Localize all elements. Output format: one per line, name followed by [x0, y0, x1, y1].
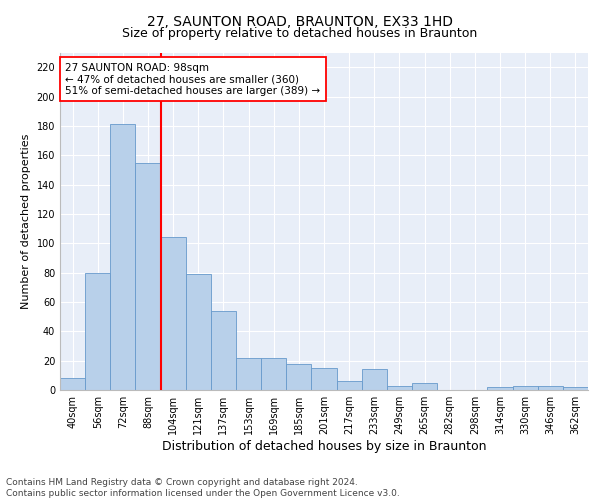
- Text: 27 SAUNTON ROAD: 98sqm
← 47% of detached houses are smaller (360)
51% of semi-de: 27 SAUNTON ROAD: 98sqm ← 47% of detached…: [65, 62, 320, 96]
- Bar: [211, 311, 236, 390]
- Bar: [412, 382, 437, 390]
- Bar: [563, 387, 588, 390]
- Text: Contains HM Land Registry data © Crown copyright and database right 2024.
Contai: Contains HM Land Registry data © Crown c…: [6, 478, 400, 498]
- Bar: [362, 370, 387, 390]
- Text: Size of property relative to detached houses in Braunton: Size of property relative to detached ho…: [122, 28, 478, 40]
- Bar: [85, 272, 110, 390]
- Bar: [286, 364, 311, 390]
- Bar: [136, 162, 161, 390]
- X-axis label: Distribution of detached houses by size in Braunton: Distribution of detached houses by size …: [162, 440, 486, 453]
- Bar: [236, 358, 261, 390]
- Bar: [161, 238, 186, 390]
- Bar: [110, 124, 136, 390]
- Bar: [60, 378, 85, 390]
- Bar: [311, 368, 337, 390]
- Bar: [337, 381, 362, 390]
- Bar: [186, 274, 211, 390]
- Text: 27, SAUNTON ROAD, BRAUNTON, EX33 1HD: 27, SAUNTON ROAD, BRAUNTON, EX33 1HD: [147, 15, 453, 29]
- Bar: [512, 386, 538, 390]
- Bar: [487, 387, 512, 390]
- Bar: [387, 386, 412, 390]
- Bar: [538, 386, 563, 390]
- Bar: [261, 358, 286, 390]
- Y-axis label: Number of detached properties: Number of detached properties: [21, 134, 31, 309]
